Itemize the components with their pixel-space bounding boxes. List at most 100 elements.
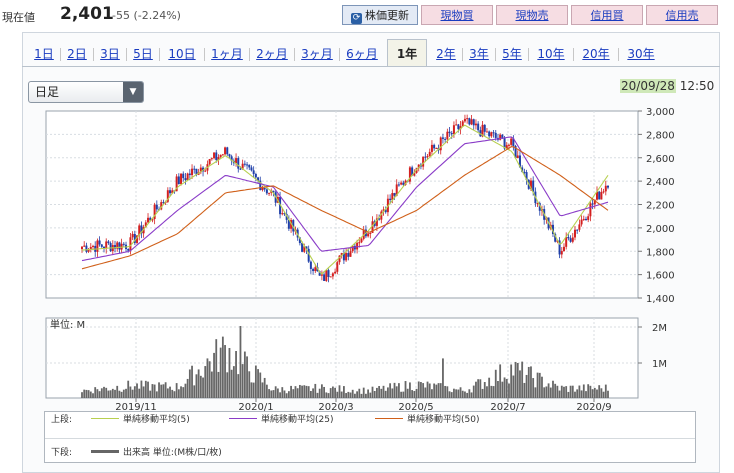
- candle-body: [510, 138, 513, 145]
- volume-bar: [442, 358, 444, 398]
- volume-bar: [193, 385, 196, 398]
- volume-bar: [457, 389, 460, 398]
- volume-bar: [558, 390, 561, 398]
- volume-bar: [219, 347, 222, 398]
- volume-bar: [312, 388, 314, 398]
- candle-body: [360, 238, 363, 243]
- tab-range-3[interactable]: 5日: [133, 47, 153, 61]
- candle-body: [567, 236, 570, 239]
- volume-bar: [188, 369, 191, 398]
- x-tick-label: 2019/11: [115, 402, 157, 413]
- legend-lower-label: 下段:: [51, 448, 73, 458]
- volume-bar: [549, 387, 552, 398]
- tab-range-12[interactable]: 5年: [502, 47, 522, 61]
- candle-body: [490, 132, 493, 137]
- candle-body: [239, 168, 242, 170]
- candle-body: [254, 173, 257, 178]
- tab-range-1[interactable]: 2日: [67, 47, 87, 61]
- volume-bar: [318, 388, 321, 398]
- volume-bar: [446, 386, 449, 398]
- candle-body: [307, 248, 310, 262]
- candle-body: [182, 173, 185, 179]
- candle-body: [268, 192, 271, 194]
- candle-body: [367, 233, 370, 237]
- volume-bar: [160, 384, 163, 398]
- volume-bar: [329, 388, 332, 398]
- candle-body: [171, 190, 174, 194]
- tab-range-6[interactable]: 2ヶ月: [256, 47, 288, 61]
- candle-body: [272, 190, 275, 193]
- margin-buy-button[interactable]: 信用買: [571, 5, 643, 25]
- candle-body: [576, 229, 579, 231]
- tab-range-8[interactable]: 6ヶ月: [346, 47, 378, 61]
- volume-bar: [235, 351, 237, 398]
- volume-bar: [426, 381, 429, 398]
- volume-bar: [428, 383, 431, 398]
- period-select[interactable]: 日足 ▼: [28, 81, 144, 103]
- tab-range-10[interactable]: 2年: [436, 47, 456, 61]
- candle-body: [248, 164, 251, 168]
- tab-range-5[interactable]: 1ヶ月: [211, 47, 243, 61]
- candle-body: [455, 124, 458, 126]
- volume-bar: [466, 392, 469, 398]
- volume-bar: [98, 391, 101, 398]
- candle-body: [250, 167, 253, 171]
- candle-body: [292, 220, 295, 232]
- tab-separator: [93, 48, 94, 61]
- tab-range-15[interactable]: 30年: [627, 47, 655, 61]
- tab-range-11[interactable]: 3年: [469, 47, 489, 61]
- candle-body: [290, 220, 293, 229]
- tab-range-4[interactable]: 10日: [168, 47, 196, 61]
- x-tick-label: 2020/5: [398, 402, 433, 413]
- candle-body: [556, 240, 559, 242]
- candle-body: [243, 163, 246, 165]
- tab-separator: [60, 48, 61, 61]
- candle-body: [461, 121, 464, 127]
- refresh-price-button[interactable]: ⟳ 株価更新: [342, 5, 418, 25]
- candle-body: [389, 198, 392, 201]
- candle-body: [408, 167, 411, 182]
- candle-body: [584, 218, 587, 220]
- caret-down-icon[interactable]: ▼: [123, 82, 143, 102]
- price-tick-label: 2,000: [646, 224, 675, 235]
- volume-bar: [204, 366, 207, 398]
- volume-bar: [560, 385, 563, 398]
- volume-bar: [136, 383, 138, 398]
- candle-body: [169, 190, 172, 194]
- volume-bar: [591, 389, 594, 398]
- candle-body: [430, 144, 433, 152]
- tab-separator: [339, 48, 340, 61]
- volume-bar: [287, 391, 290, 398]
- volume-unit-label: 単位: M: [50, 318, 85, 331]
- tab-separator: [294, 48, 295, 61]
- candle-body: [514, 146, 517, 158]
- tab-range-7[interactable]: 3ヶ月: [301, 47, 333, 61]
- volume-bar: [252, 382, 255, 398]
- volume-bar: [257, 369, 259, 398]
- volume-bar: [523, 382, 526, 398]
- tab-range-0[interactable]: 1日: [34, 47, 54, 61]
- volume-bar: [494, 369, 497, 398]
- legend-ma25-label: 単純移動平均(25): [261, 415, 334, 425]
- tab-range-13[interactable]: 10年: [537, 47, 565, 61]
- candle-body: [525, 172, 528, 180]
- volume-bar: [276, 388, 279, 398]
- candle-body: [558, 240, 561, 255]
- volume-bar: [541, 376, 543, 398]
- spot-sell-button[interactable]: 現物売: [496, 5, 568, 25]
- tab-range-14[interactable]: 20年: [582, 47, 610, 61]
- volume-bar: [400, 391, 403, 398]
- volume-bar: [259, 372, 262, 398]
- volume-bar: [598, 385, 601, 398]
- volume-bar: [239, 326, 242, 398]
- candle-body: [342, 252, 345, 261]
- tab-range-2[interactable]: 3日: [100, 47, 120, 61]
- candle-body: [186, 173, 189, 181]
- refresh-icon: ⟳: [351, 13, 362, 24]
- volume-bar: [391, 388, 394, 398]
- ma50-swatch: [375, 418, 403, 419]
- spot-buy-button[interactable]: 現物買: [421, 5, 493, 25]
- candle-body: [441, 137, 444, 139]
- tab-range-9[interactable]: 1年: [387, 39, 427, 66]
- margin-sell-button[interactable]: 信用売: [646, 5, 718, 25]
